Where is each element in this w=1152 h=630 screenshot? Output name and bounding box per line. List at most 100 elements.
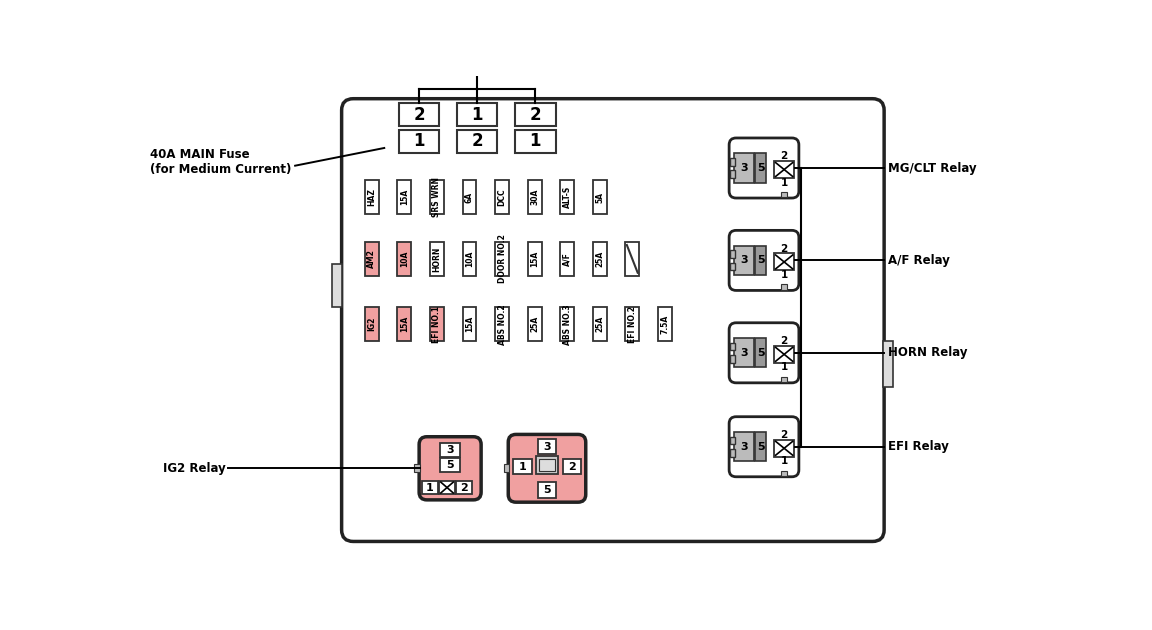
Bar	[658, 307, 672, 341]
Bar	[536, 456, 558, 474]
FancyBboxPatch shape	[729, 231, 798, 290]
Bar	[774, 440, 794, 457]
Text: 3: 3	[740, 442, 748, 452]
Bar	[730, 437, 735, 444]
Text: 2: 2	[414, 106, 425, 124]
Bar	[734, 246, 753, 275]
Text: 3: 3	[544, 442, 551, 452]
Text: 25A: 25A	[596, 316, 604, 333]
Text: ALT-S: ALT-S	[562, 186, 571, 209]
Bar	[440, 443, 460, 457]
Bar	[399, 103, 439, 127]
Text: 5: 5	[757, 442, 765, 452]
Text: HORN: HORN	[432, 246, 441, 272]
Bar	[734, 153, 753, 183]
Text: 25A: 25A	[596, 251, 604, 267]
Text: A/F: A/F	[562, 252, 571, 266]
Bar	[513, 459, 531, 474]
Bar	[756, 153, 766, 183]
Bar	[397, 180, 411, 214]
Text: 3: 3	[740, 348, 748, 358]
Bar	[730, 263, 735, 270]
Text: 10A: 10A	[400, 251, 409, 267]
Bar	[457, 130, 498, 152]
Bar	[495, 307, 509, 341]
Bar	[781, 192, 787, 197]
Bar	[528, 307, 541, 341]
Text: DOOR NO.2: DOOR NO.2	[498, 234, 507, 284]
Text: 25A: 25A	[530, 316, 539, 333]
Text: ABS NO.3: ABS NO.3	[562, 304, 571, 345]
Bar	[882, 341, 893, 387]
FancyBboxPatch shape	[508, 435, 585, 502]
Text: 2: 2	[460, 483, 468, 493]
Text: EFI Relay: EFI Relay	[888, 440, 949, 453]
Text: 5: 5	[757, 348, 765, 358]
Text: IG2 Relay: IG2 Relay	[164, 462, 226, 475]
Bar	[365, 242, 379, 276]
Bar	[730, 355, 735, 363]
Text: 2: 2	[781, 336, 788, 346]
Bar	[756, 432, 766, 461]
Bar	[730, 158, 735, 166]
Bar	[515, 130, 555, 152]
Bar	[538, 482, 556, 498]
Bar	[430, 307, 444, 341]
Bar	[397, 307, 411, 341]
Bar	[462, 307, 477, 341]
Bar	[439, 481, 455, 495]
Text: HAZ: HAZ	[367, 188, 377, 206]
Text: 2: 2	[471, 132, 483, 150]
Bar	[495, 242, 509, 276]
Text: 15A: 15A	[400, 316, 409, 333]
Bar	[781, 284, 787, 290]
Bar	[756, 246, 766, 275]
Text: 15A: 15A	[400, 189, 409, 205]
Bar	[440, 458, 460, 472]
Bar	[734, 432, 753, 461]
Bar	[730, 250, 735, 258]
Text: EFI NO.1: EFI NO.1	[432, 306, 441, 343]
Bar	[781, 471, 787, 476]
Bar	[515, 103, 555, 127]
Bar	[539, 459, 555, 471]
Text: HORN Relay: HORN Relay	[888, 346, 968, 359]
Text: 1: 1	[414, 132, 425, 150]
Text: 2: 2	[530, 106, 541, 124]
Text: A/F Relay: A/F Relay	[888, 254, 950, 267]
Bar	[730, 449, 735, 457]
Bar	[781, 377, 787, 382]
Bar	[399, 130, 439, 152]
Text: 7.5A: 7.5A	[660, 315, 669, 334]
Text: ABS NO.2: ABS NO.2	[498, 304, 507, 345]
Bar	[774, 253, 794, 270]
Bar	[365, 307, 379, 341]
Text: 15A: 15A	[530, 251, 539, 267]
Bar	[462, 180, 477, 214]
Bar	[593, 242, 607, 276]
FancyBboxPatch shape	[729, 416, 798, 477]
Bar	[730, 343, 735, 350]
Bar	[503, 464, 509, 472]
Text: AM2: AM2	[367, 249, 377, 268]
Text: 40A MAIN Fuse
(for Medium Current): 40A MAIN Fuse (for Medium Current)	[150, 148, 291, 176]
Text: EFI NO.2: EFI NO.2	[628, 306, 637, 343]
Bar	[456, 481, 472, 495]
Bar	[423, 481, 438, 495]
Text: 1: 1	[781, 178, 788, 188]
Text: 10A: 10A	[465, 251, 473, 267]
Text: 1: 1	[518, 462, 526, 472]
Bar	[626, 307, 639, 341]
Bar	[593, 180, 607, 214]
Bar	[538, 439, 556, 454]
Text: SRS WRN: SRS WRN	[432, 177, 441, 217]
Bar	[462, 242, 477, 276]
Bar	[332, 264, 342, 307]
Text: 3: 3	[740, 163, 748, 173]
Text: 1: 1	[781, 362, 788, 372]
Bar	[528, 180, 541, 214]
Bar	[365, 180, 379, 214]
Text: 1: 1	[426, 483, 434, 493]
Bar	[528, 242, 541, 276]
FancyBboxPatch shape	[419, 437, 482, 500]
